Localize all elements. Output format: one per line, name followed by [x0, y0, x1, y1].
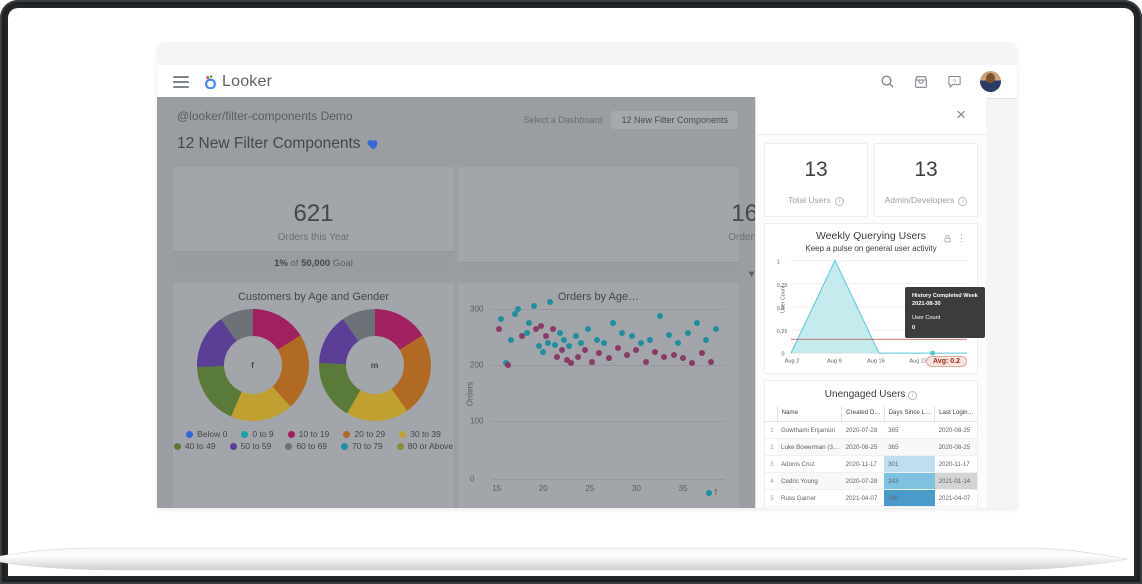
svg-text:0.25: 0.25 [777, 329, 788, 335]
svg-text:1: 1 [777, 260, 780, 266]
svg-text:0: 0 [781, 352, 784, 358]
svg-text:Aug 9: Aug 9 [827, 358, 842, 364]
svg-text:Aug 2: Aug 2 [785, 358, 800, 364]
svg-text:Aug 23: Aug 23 [909, 358, 927, 364]
svg-text:Aug 16: Aug 16 [867, 358, 885, 364]
svg-text:?: ? [953, 79, 956, 85]
svg-text:User Count: User Count [781, 285, 787, 313]
